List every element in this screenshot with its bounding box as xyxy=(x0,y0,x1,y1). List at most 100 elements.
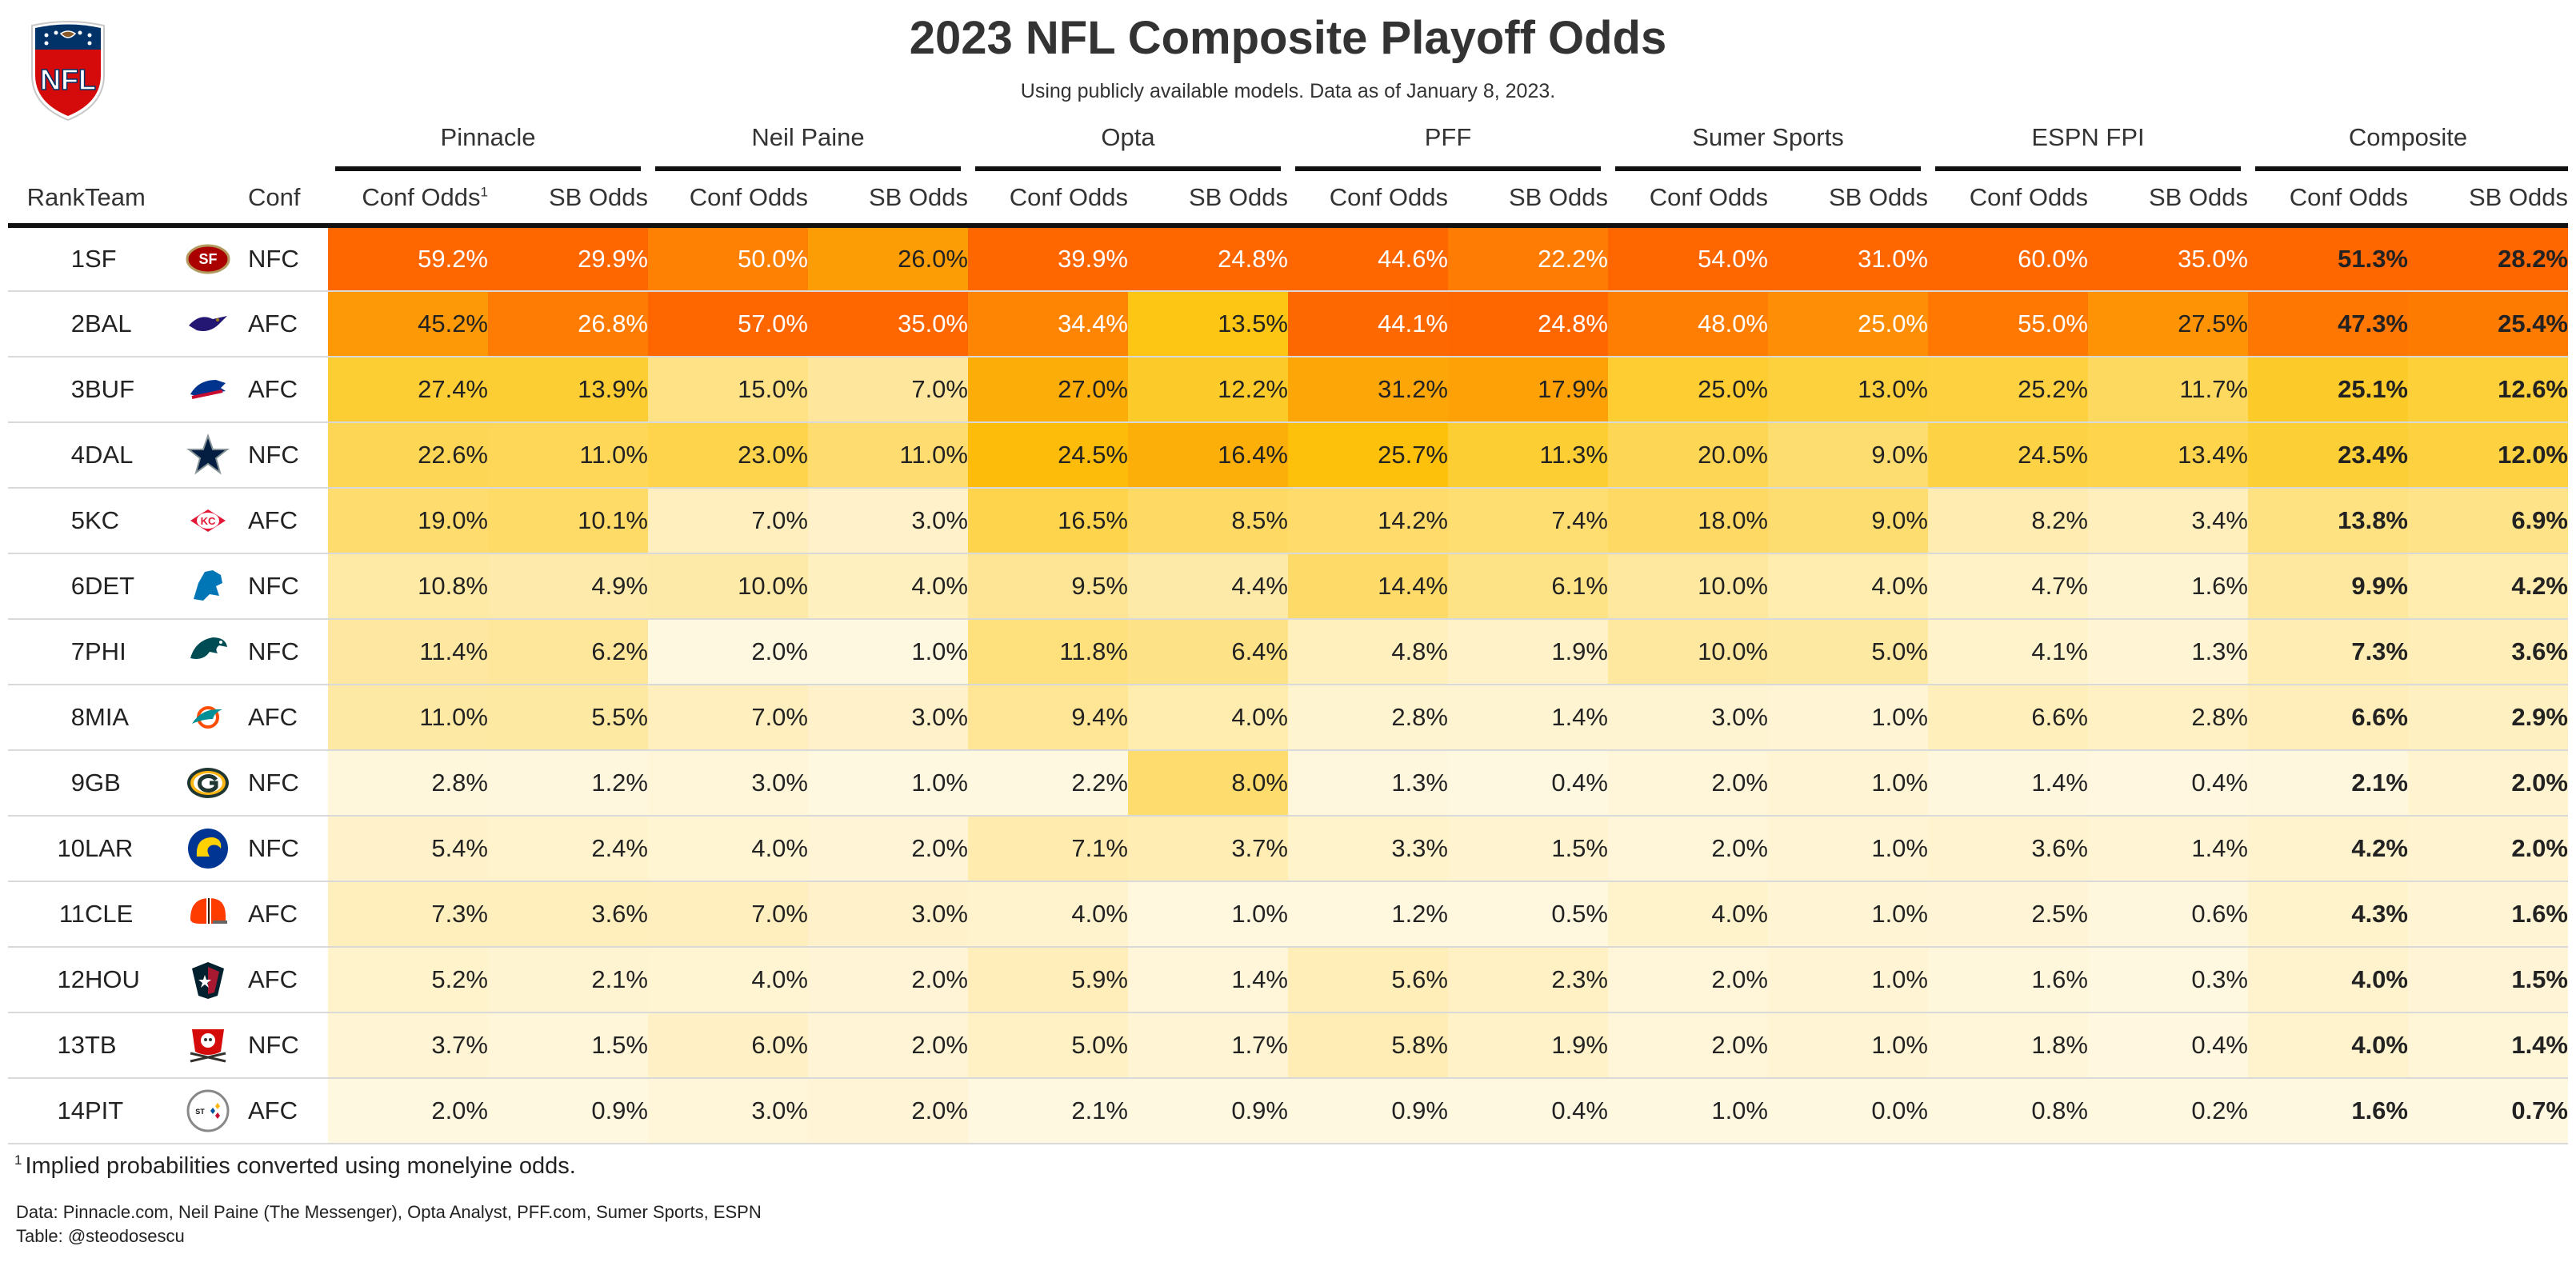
nfl-shield-icon: NFL xyxy=(31,21,105,122)
rank-cell: 13 xyxy=(8,1012,85,1079)
conf-odds-header: Conf Odds xyxy=(1288,171,1448,228)
composite-conf-odds-cell: 25.1% xyxy=(2248,357,2408,423)
conf-odds-cell: 3.0% xyxy=(648,750,808,817)
composite-conf-odds-cell: 6.6% xyxy=(2248,685,2408,751)
sb-odds-cell: 13.0% xyxy=(1768,357,1928,423)
conf-odds-header-text: Conf Odds xyxy=(362,182,481,211)
sb-odds-cell: 0.6% xyxy=(2088,881,2248,948)
sb-odds-cell: 1.5% xyxy=(488,1012,648,1079)
sb-odds-cell: 2.4% xyxy=(488,816,648,882)
texans-logo xyxy=(192,962,224,999)
rank-cell: 5 xyxy=(8,488,85,554)
conf-odds-cell: 7.0% xyxy=(648,488,808,554)
sb-odds-cell: 2.0% xyxy=(808,1078,968,1144)
lions-logo xyxy=(194,570,222,601)
conf-odds-cell: 1.6% xyxy=(1928,947,2088,1013)
conf-cell: NFC xyxy=(248,619,328,685)
conf-odds-cell: 0.8% xyxy=(1928,1078,2088,1144)
conf-odds-cell: 4.0% xyxy=(1608,881,1768,948)
conf-odds-cell: 4.0% xyxy=(648,947,808,1013)
conf-cell: AFC xyxy=(248,947,328,1013)
conf-odds-cell: 2.0% xyxy=(648,619,808,685)
conf-odds-cell: 2.0% xyxy=(1608,947,1768,1013)
logo-text: NFL xyxy=(40,63,96,96)
composite-sb-odds-cell: 0.7% xyxy=(2408,1078,2568,1144)
sb-odds-cell: 8.0% xyxy=(1128,750,1288,817)
sb-odds-cell: 12.2% xyxy=(1128,357,1288,423)
dolphins-logo xyxy=(192,706,222,729)
svg-text:SF: SF xyxy=(198,251,217,267)
conf-odds-cell: 10.0% xyxy=(1608,553,1768,620)
table-row: 7 PHI NFC 11.4% 6.2% 2.0% 1.0% 11.8% 6.4% 4.8% 1.9… xyxy=(8,619,2568,685)
sb-odds-cell: 1.6% xyxy=(2088,553,2248,620)
conf-odds-cell: 11.4% xyxy=(328,619,488,685)
sb-odds-cell: 24.8% xyxy=(1448,291,1608,357)
source-group-wrap: Sumer Sports xyxy=(1608,117,1928,171)
svg-text:KC: KC xyxy=(201,515,216,527)
rank-cell: 2 xyxy=(8,291,85,357)
composite-conf-odds-cell: 23.4% xyxy=(2248,422,2408,489)
conf-odds-cell: 20.0% xyxy=(1608,422,1768,489)
team-logo-cell xyxy=(168,947,248,1013)
composite-sb-odds-cell: 28.2% xyxy=(2408,226,2568,292)
rank-cell: 4 xyxy=(8,422,85,489)
sb-odds-cell: 6.4% xyxy=(1128,619,1288,685)
conf-odds-header-text: Conf Odds xyxy=(1329,182,1448,211)
ravens-logo xyxy=(189,316,227,331)
table-credit-line: Table: @steodosescu xyxy=(16,1226,185,1246)
conf-odds-cell: 7.1% xyxy=(968,816,1128,882)
conf-odds-cell: 48.0% xyxy=(1608,291,1768,357)
conf-odds-cell: 44.6% xyxy=(1288,226,1448,292)
rams-logo xyxy=(188,829,228,869)
conf-odds-cell: 15.0% xyxy=(648,357,808,423)
conf-odds-cell: 10.0% xyxy=(648,553,808,620)
source-group-wrap: Neil Paine xyxy=(648,117,968,171)
sb-odds-cell: 16.4% xyxy=(1128,422,1288,489)
team-logo-cell: ST xyxy=(168,1078,248,1144)
conf-odds-cell: 24.5% xyxy=(968,422,1128,489)
footnote-text: Implied probabilities converted using mo… xyxy=(25,1153,576,1179)
bills-logo xyxy=(190,380,226,399)
table-row: 14 PIT ST AFC 2.0% 0.9% 3.0% 2.0% 2.1% 0.9% 0.9% 0.… xyxy=(8,1078,2568,1144)
team-cell: CLE xyxy=(85,881,168,948)
team-logo-cell xyxy=(168,816,248,882)
conf-odds-cell: 2.0% xyxy=(1608,816,1768,882)
conf-cell: AFC xyxy=(248,1078,328,1144)
conf-odds-cell: 4.8% xyxy=(1288,619,1448,685)
conf-odds-cell: 27.4% xyxy=(328,357,488,423)
conf-odds-cell: 5.6% xyxy=(1288,947,1448,1013)
conf-odds-cell: 3.6% xyxy=(1928,816,2088,882)
composite-conf-odds-cell: 4.0% xyxy=(2248,947,2408,1013)
team-logo-cell xyxy=(168,685,248,751)
composite-conf-odds-cell: 4.2% xyxy=(2248,816,2408,882)
sb-odds-header: SB Odds xyxy=(2088,171,2248,228)
conf-odds-cell: 5.9% xyxy=(968,947,1128,1013)
composite-conf-odds-cell: 4.0% xyxy=(2248,1012,2408,1079)
team-cell: SF xyxy=(85,226,168,292)
eagles-logo xyxy=(190,637,227,659)
sb-odds-cell: 1.0% xyxy=(1768,1012,1928,1079)
sb-odds-cell: 17.9% xyxy=(1448,357,1608,423)
team-cell: LAR xyxy=(85,816,168,882)
sb-odds-cell: 2.3% xyxy=(1448,947,1608,1013)
conf-odds-cell: 6.6% xyxy=(1928,685,2088,751)
table-row: 11 CLE AFC 7.3% 3.6% 7.0% 3.0% 4.0% 1.0% 1.2% 0.5%… xyxy=(8,881,2568,948)
sb-odds-cell: 1.7% xyxy=(1128,1012,1288,1079)
team-cell: PIT xyxy=(85,1078,168,1144)
conf-odds-cell: 6.0% xyxy=(648,1012,808,1079)
conf-cell: NFC xyxy=(248,750,328,817)
sb-odds-cell: 25.0% xyxy=(1768,291,1928,357)
table-row: 10 LAR NFC 5.4% 2.4% 4.0% 2.0% 7.1% 3.7% 3.3% 1.5%… xyxy=(8,816,2568,882)
conf-odds-cell: 59.2% xyxy=(328,226,488,292)
conf-cell: NFC xyxy=(248,1012,328,1079)
source-group-wrap: PFF xyxy=(1288,117,1608,171)
sb-odds-cell: 0.2% xyxy=(2088,1078,2248,1144)
sb-odds-cell: 35.0% xyxy=(2088,226,2248,292)
conf-odds-cell: 7.0% xyxy=(648,685,808,751)
chiefs-logo: KC xyxy=(190,509,226,532)
sb-odds-cell: 1.0% xyxy=(1768,947,1928,1013)
sb-odds-cell: 26.0% xyxy=(808,226,968,292)
sb-odds-cell: 11.0% xyxy=(488,422,648,489)
odds-table: Pinnacle Neil Paine Opta PFF Sumer Sports ESP… xyxy=(8,117,2568,1144)
conf-odds-cell: 3.7% xyxy=(328,1012,488,1079)
